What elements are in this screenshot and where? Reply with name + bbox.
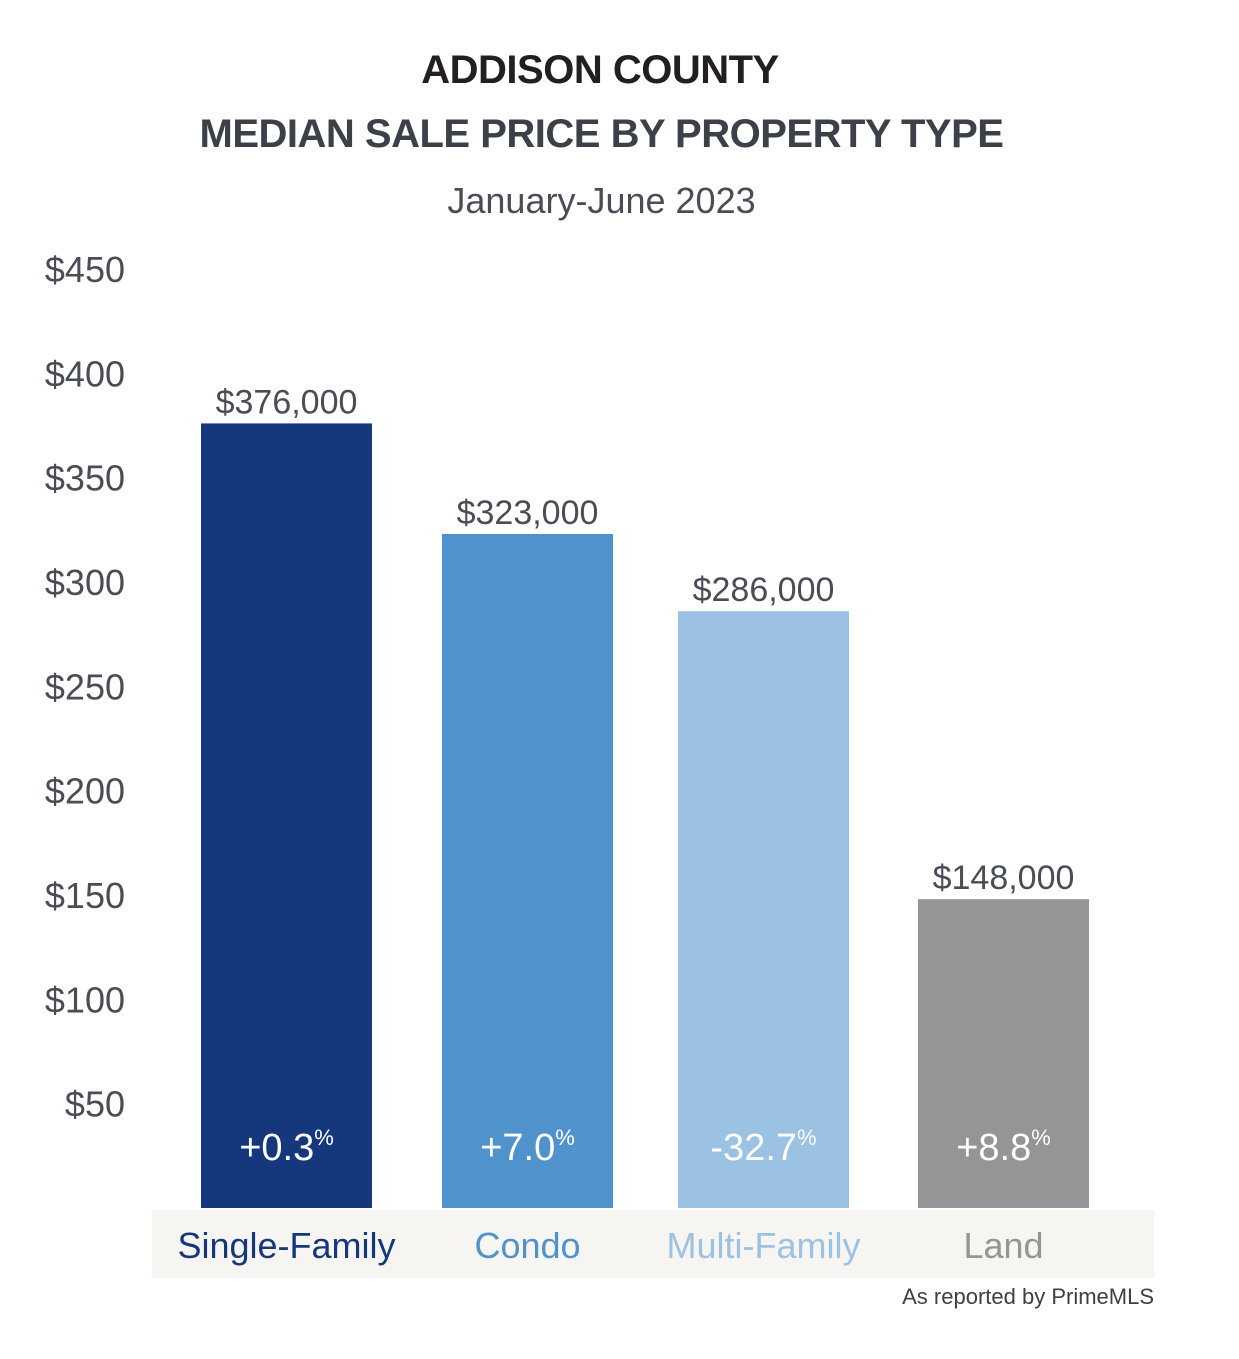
chart-subtitle: MEDIAN SALE PRICE BY PROPERTY TYPE bbox=[199, 112, 1004, 156]
y-tick-label: $250 bbox=[45, 666, 125, 707]
y-tick-label: $50 bbox=[65, 1084, 125, 1125]
y-tick-label: $350 bbox=[45, 458, 125, 499]
value-label: $148,000 bbox=[933, 859, 1075, 897]
y-tick-label: $100 bbox=[45, 979, 125, 1020]
y-tick-label: $300 bbox=[45, 562, 125, 603]
category-label: Land bbox=[963, 1225, 1043, 1266]
value-label: $286,000 bbox=[693, 571, 835, 609]
bar bbox=[442, 534, 613, 1208]
change-label: +0.3% bbox=[239, 1125, 334, 1169]
y-tick-label: $400 bbox=[45, 353, 125, 394]
value-label: $323,000 bbox=[457, 494, 599, 532]
chart-period: January-June 2023 bbox=[447, 180, 756, 221]
category-label: Single-Family bbox=[177, 1225, 395, 1266]
category-label: Condo bbox=[474, 1225, 580, 1266]
y-tick-label: $150 bbox=[45, 875, 125, 916]
change-label: +7.0% bbox=[480, 1125, 575, 1169]
change-label: -32.7% bbox=[710, 1125, 816, 1169]
change-label: +8.8% bbox=[956, 1125, 1051, 1169]
bar bbox=[678, 611, 849, 1208]
category-band bbox=[152, 1210, 1154, 1278]
y-tick-label: $200 bbox=[45, 771, 125, 812]
value-label: $376,000 bbox=[216, 383, 358, 421]
bar bbox=[201, 423, 372, 1208]
y-tick-label: $450 bbox=[45, 249, 125, 290]
bar bbox=[918, 899, 1089, 1208]
source-note: As reported by PrimeMLS bbox=[902, 1284, 1154, 1309]
category-label: Multi-Family bbox=[667, 1225, 861, 1266]
chart-title: ADDISON COUNTY bbox=[421, 48, 779, 92]
